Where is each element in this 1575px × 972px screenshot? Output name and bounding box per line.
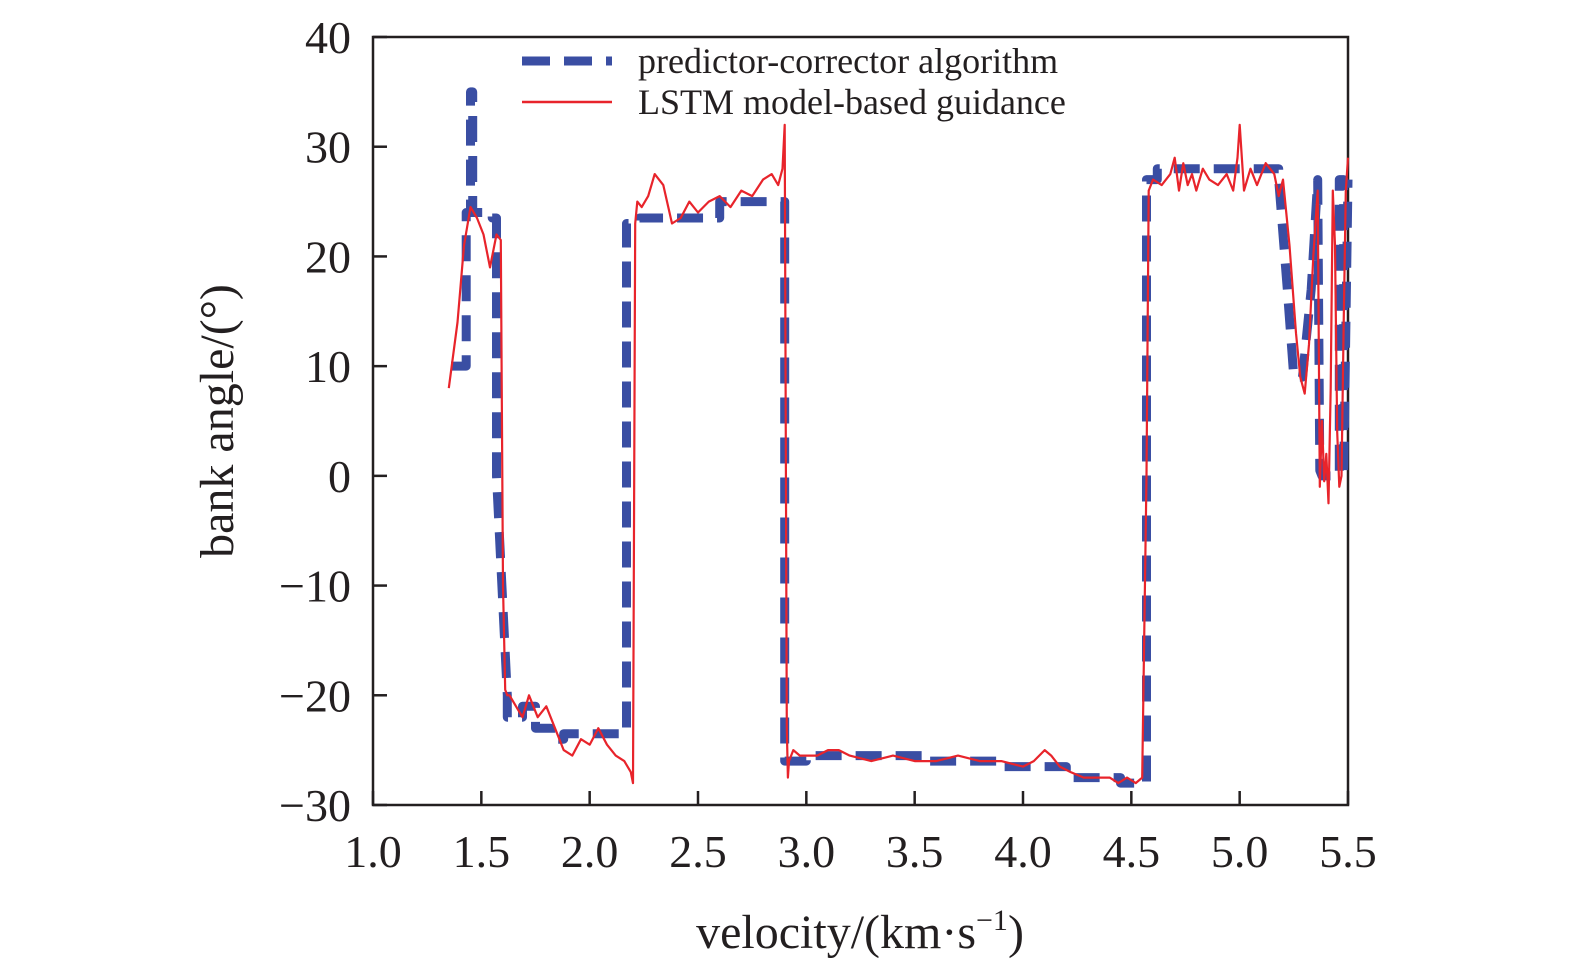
y-tick-label: 40 xyxy=(305,12,351,63)
x-tick-label: 5.5 xyxy=(1319,826,1377,877)
y-tick-label: 30 xyxy=(305,122,351,173)
x-tick-label: 4.0 xyxy=(994,826,1052,877)
legend-label-lstm: LSTM model-based guidance xyxy=(638,82,1066,122)
x-tick-label: 3.5 xyxy=(886,826,944,877)
y-axis: −30 −20 −10 0 10 20 30 40 xyxy=(279,12,387,831)
x-tick-label: 5.0 xyxy=(1211,826,1269,877)
y-axis-label: bank angle/(°) xyxy=(191,284,244,558)
y-tick-label: −10 xyxy=(279,561,351,612)
y-tick-label: −20 xyxy=(279,670,351,721)
x-tick-label: 4.5 xyxy=(1103,826,1161,877)
series-line-lstm xyxy=(447,123,1350,785)
axes-box xyxy=(371,35,1350,807)
y-tick-label: 10 xyxy=(305,341,351,392)
series-line-predictor-corrector xyxy=(451,87,1353,788)
series-layer xyxy=(447,87,1353,788)
legend-label-predictor-corrector: predictor-corrector algorithm xyxy=(638,41,1058,81)
x-tick-label: 1.5 xyxy=(453,826,511,877)
plot-frame xyxy=(371,35,1350,807)
x-tick-label: 2.0 xyxy=(561,826,619,877)
y-tick-label: 20 xyxy=(305,231,351,282)
y-tick-label: −30 xyxy=(279,780,351,831)
x-axis: 1.0 1.5 2.0 2.5 3.0 3.5 4.0 4.5 5.0 5.5 xyxy=(344,791,1377,877)
legend: predictor-corrector algorithm LSTM model… xyxy=(522,41,1066,122)
x-tick-label: 3.0 xyxy=(778,826,836,877)
y-tick-label: 0 xyxy=(328,451,351,502)
x-axis-label: velocity/(km·s−1) xyxy=(696,904,1024,959)
x-tick-label: 1.0 xyxy=(344,826,402,877)
x-tick-label: 2.5 xyxy=(669,826,727,877)
